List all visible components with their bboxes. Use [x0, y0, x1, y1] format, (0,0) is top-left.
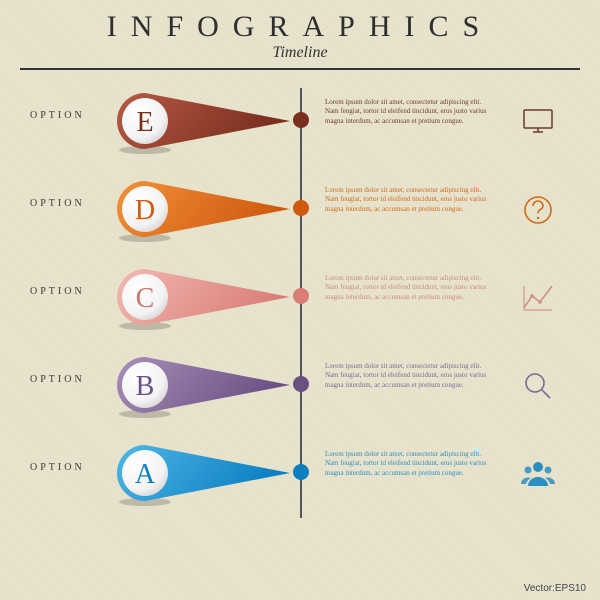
svg-text:C: C	[136, 283, 155, 314]
timeline-item: OPTION A Lorem ipsum dolor sit amet, con…	[0, 428, 600, 518]
page-title: INFOGRAPHICS	[0, 10, 600, 44]
marker-wrap: D	[110, 174, 310, 244]
option-label: OPTION	[30, 198, 85, 209]
marker-a: A	[110, 438, 310, 508]
timeline-item: OPTION B Lorem ipsum dolor sit amet, con…	[0, 340, 600, 430]
people-icon	[520, 456, 556, 492]
svg-text:A: A	[135, 459, 156, 490]
item-description: Lorem ipsum dolor sit amet, consectetur …	[325, 98, 495, 126]
marker-d: D	[110, 174, 310, 244]
item-description: Lorem ipsum dolor sit amet, consectetur …	[325, 450, 495, 478]
marker-c: C	[110, 262, 310, 332]
chart-icon	[520, 280, 556, 316]
monitor-icon	[520, 104, 556, 140]
question-icon	[520, 192, 556, 228]
marker-wrap: B	[110, 350, 310, 420]
magnifier-icon	[520, 368, 556, 404]
item-description: Lorem ipsum dolor sit amet, consectetur …	[325, 362, 495, 390]
item-description: Lorem ipsum dolor sit amet, consectetur …	[325, 274, 495, 302]
svg-text:D: D	[135, 195, 155, 226]
timeline-node	[293, 464, 309, 480]
marker-wrap: E	[110, 86, 310, 156]
header-rule	[20, 68, 580, 70]
marker-b: B	[110, 350, 310, 420]
option-label: OPTION	[30, 374, 85, 385]
timeline-item: OPTION E Lorem ipsum dolor sit amet, con…	[0, 76, 600, 166]
timeline-node	[293, 376, 309, 392]
timeline-stage: OPTION E Lorem ipsum dolor sit amet, con…	[0, 78, 600, 578]
timeline-node	[293, 200, 309, 216]
timeline-item: OPTION D Lorem ipsum dolor sit amet, con…	[0, 164, 600, 254]
option-label: OPTION	[30, 286, 85, 297]
page-subtitle: Timeline	[0, 44, 600, 62]
item-description: Lorem ipsum dolor sit amet, consectetur …	[325, 186, 495, 214]
marker-wrap: C	[110, 262, 310, 332]
marker-wrap: A	[110, 438, 310, 508]
timeline-node	[293, 112, 309, 128]
svg-text:B: B	[136, 371, 155, 402]
svg-text:E: E	[136, 107, 153, 138]
option-label: OPTION	[30, 110, 85, 121]
footer-credit: Vector:EPS10	[524, 583, 586, 594]
timeline-node	[293, 288, 309, 304]
timeline-item: OPTION C Lorem ipsum dolor sit amet, con…	[0, 252, 600, 342]
option-label: OPTION	[30, 462, 85, 473]
marker-e: E	[110, 86, 310, 156]
